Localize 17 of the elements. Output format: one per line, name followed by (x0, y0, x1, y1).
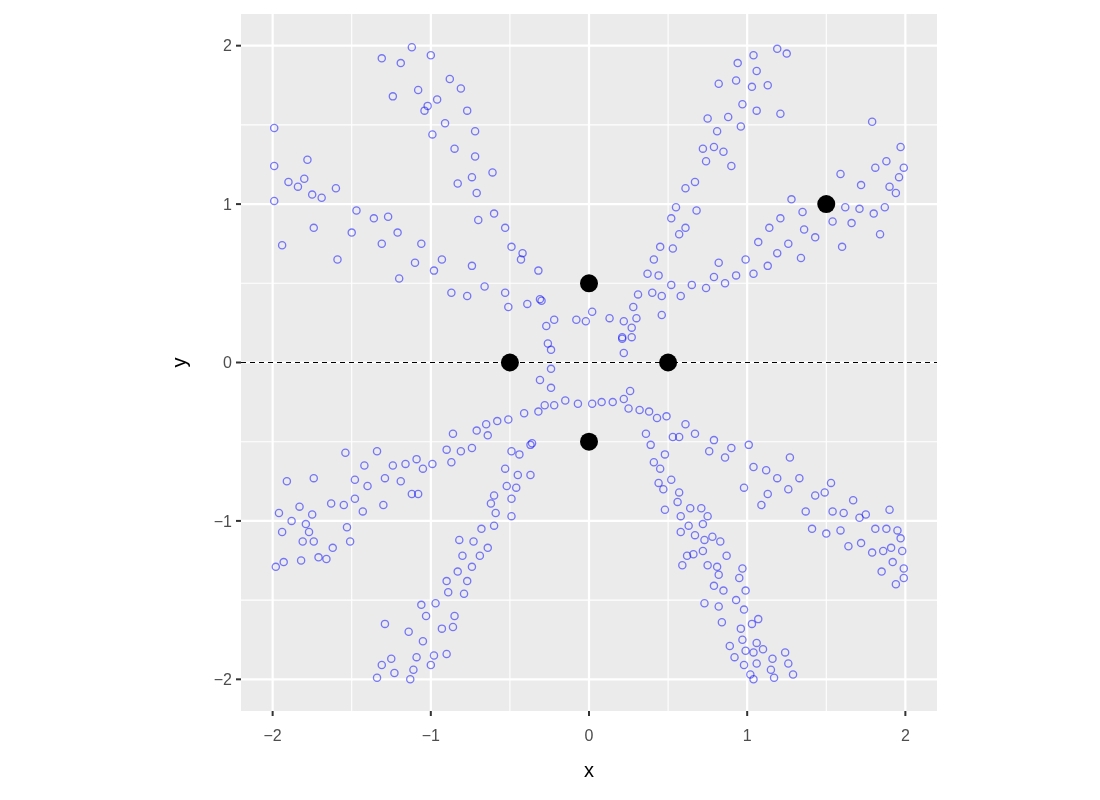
point (659, 353, 678, 372)
y-tick-label: −2 (213, 671, 233, 689)
x-tick-label: 2 (900, 727, 910, 744)
y-tick-label: 2 (223, 37, 233, 55)
y-tick-label: 1 (223, 195, 233, 213)
x-tick-label: 1 (742, 727, 752, 744)
y-tick-label: −1 (213, 512, 233, 530)
point (500, 353, 519, 372)
x-tick-label: 0 (584, 727, 594, 744)
y-axis-title: y (168, 357, 190, 368)
point (580, 274, 598, 293)
x-tick-label: −1 (421, 727, 441, 744)
x-axis-title: x (584, 759, 594, 781)
x-tick-label: −2 (263, 727, 282, 744)
point (580, 432, 598, 451)
point (817, 195, 836, 214)
y-tick-label: 0 (223, 354, 233, 372)
